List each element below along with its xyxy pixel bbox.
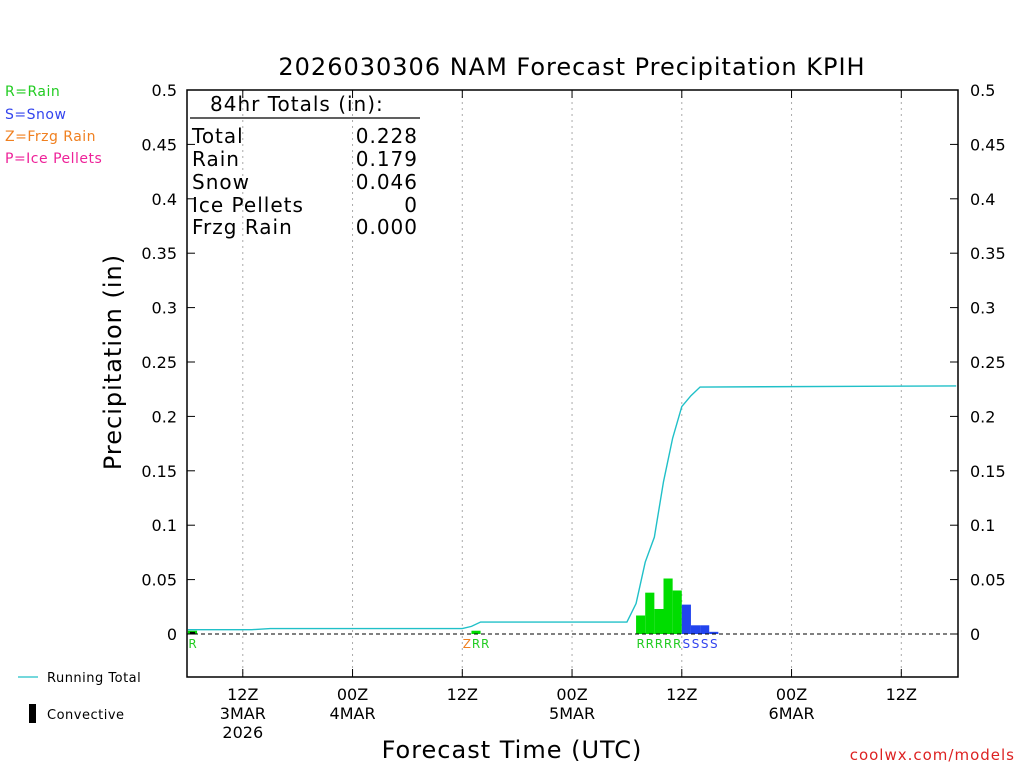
precip-type-label: R	[472, 637, 480, 651]
rain-bar	[654, 608, 664, 634]
precip-bars	[187, 578, 719, 634]
plot-frame	[186, 89, 959, 678]
y-tick-label-right: 0.2	[970, 407, 995, 426]
precip-type-label: S	[701, 637, 709, 651]
snow-bar	[709, 631, 719, 634]
totals-total-value: 0.228	[356, 124, 418, 148]
rain-bar	[663, 578, 673, 634]
x-tick-label: 00Z	[337, 685, 368, 704]
x-tick-label: 6MAR	[769, 704, 815, 723]
precip-type-label: R	[673, 637, 681, 651]
y-axis-label: Precipitation (in)	[99, 254, 127, 470]
y-tick-label-left: 0.3	[152, 299, 177, 318]
precip-type-label: R	[646, 637, 654, 651]
x-tick-label: 12Z	[886, 685, 917, 704]
precip-type-label: R	[664, 637, 672, 651]
legend-freezing-rain: Z=Frzg Rain	[5, 129, 96, 145]
y-tick-label-left: 0.2	[152, 407, 177, 426]
precip-type-label: R	[655, 637, 663, 651]
y-tick-label-left: 0.45	[141, 135, 177, 154]
totals-ice-pellets-value: 0	[404, 193, 418, 217]
snow-bar	[700, 625, 710, 634]
y-tick-label-left: 0	[167, 625, 177, 644]
x-tick-label: 12Z	[447, 685, 478, 704]
y-tick-label-right: 0.5	[970, 81, 995, 100]
y-tick-label-right: 0.1	[970, 516, 995, 535]
y-tick-label-right: 0.35	[970, 244, 1006, 263]
x-axis-label: Forecast Time (UTC)	[382, 736, 643, 764]
chart-title: 2026030306 NAM Forecast Precipitation KP…	[278, 53, 865, 81]
running-total-line	[187, 385, 957, 631]
x-tick-label: 12Z	[227, 685, 258, 704]
x-tick-label: 2026	[222, 723, 263, 742]
grid-lines	[242, 90, 902, 677]
x-tick-label: 00Z	[556, 685, 587, 704]
snow-bar	[681, 604, 691, 634]
totals-rain-label: Rain	[192, 147, 240, 171]
precip-type-label: Z	[463, 637, 471, 651]
precip-type-label: S	[683, 637, 691, 651]
precip-type-label: R	[481, 637, 489, 651]
totals-total-label: Total	[191, 124, 244, 148]
legend-convective: Convective	[47, 708, 125, 723]
legend-rain: R=Rain	[5, 84, 60, 100]
y-tick-label-left: 0.25	[141, 353, 177, 372]
totals-rain-value: 0.179	[356, 147, 418, 171]
y-tick-label-right: 0.4	[970, 190, 995, 209]
y-tick-label-right: 0	[970, 625, 980, 644]
legend-convective-swatch	[29, 704, 36, 723]
totals-box: 84hr Totals (in): Total 0.228 Rain 0.179…	[190, 92, 420, 239]
x-tick-label: 5MAR	[549, 704, 595, 723]
snow-bar	[690, 625, 701, 634]
y-tick-label-left: 0.1	[152, 516, 177, 535]
y-tick-label-right: 0.3	[970, 299, 995, 318]
y-tick-label-left: 0.05	[141, 571, 177, 590]
y-ticks: 0 0 0.05 0.05 0.1 0.1 0.15 0.15 0.2 0.2 0.25 0.25 0.…	[141, 81, 1005, 644]
legend-running-total: Running Total	[47, 671, 141, 686]
y-tick-label-left: 0.35	[141, 244, 177, 263]
totals-frzg-rain-value: 0.000	[356, 215, 418, 239]
rain-bar	[636, 615, 646, 634]
y-tick-label-left: 0.5	[152, 81, 177, 100]
y-tick-label-left: 0.15	[141, 462, 177, 481]
totals-ice-pellets-label: Ice Pellets	[192, 193, 304, 217]
site-credit: coolwx.com/models	[850, 746, 1015, 764]
precip-type-label: R	[636, 637, 644, 651]
x-tick-label: 4MAR	[330, 704, 376, 723]
totals-heading: 84hr Totals (in):	[210, 92, 384, 116]
running-total-series	[187, 385, 957, 631]
rain-bar	[645, 592, 655, 634]
convective-bar	[189, 631, 196, 634]
x-tick-label: 00Z	[776, 685, 807, 704]
precip-type-label: S	[692, 637, 700, 651]
y-tick-label-right: 0.25	[970, 353, 1006, 372]
totals-snow-label: Snow	[192, 170, 250, 194]
rain-bar	[672, 590, 682, 634]
rain-bar	[471, 630, 481, 634]
y-tick-label-right: 0.05	[970, 571, 1006, 590]
y-tick-label-right: 0.15	[970, 462, 1006, 481]
precip-type-label: R	[188, 637, 196, 651]
x-tick-label: 12Z	[666, 685, 697, 704]
totals-frzg-rain-label: Frzg Rain	[192, 215, 293, 239]
legend-snow: S=Snow	[5, 107, 66, 123]
precip-type-label: S	[710, 637, 718, 651]
y-tick-label-right: 0.45	[970, 135, 1006, 154]
totals-snow-value: 0.046	[356, 170, 418, 194]
legend-ice-pellets: P=Ice Pellets	[5, 151, 102, 167]
y-tick-label-left: 0.4	[152, 190, 177, 209]
x-tick-label: 3MAR	[220, 704, 266, 723]
